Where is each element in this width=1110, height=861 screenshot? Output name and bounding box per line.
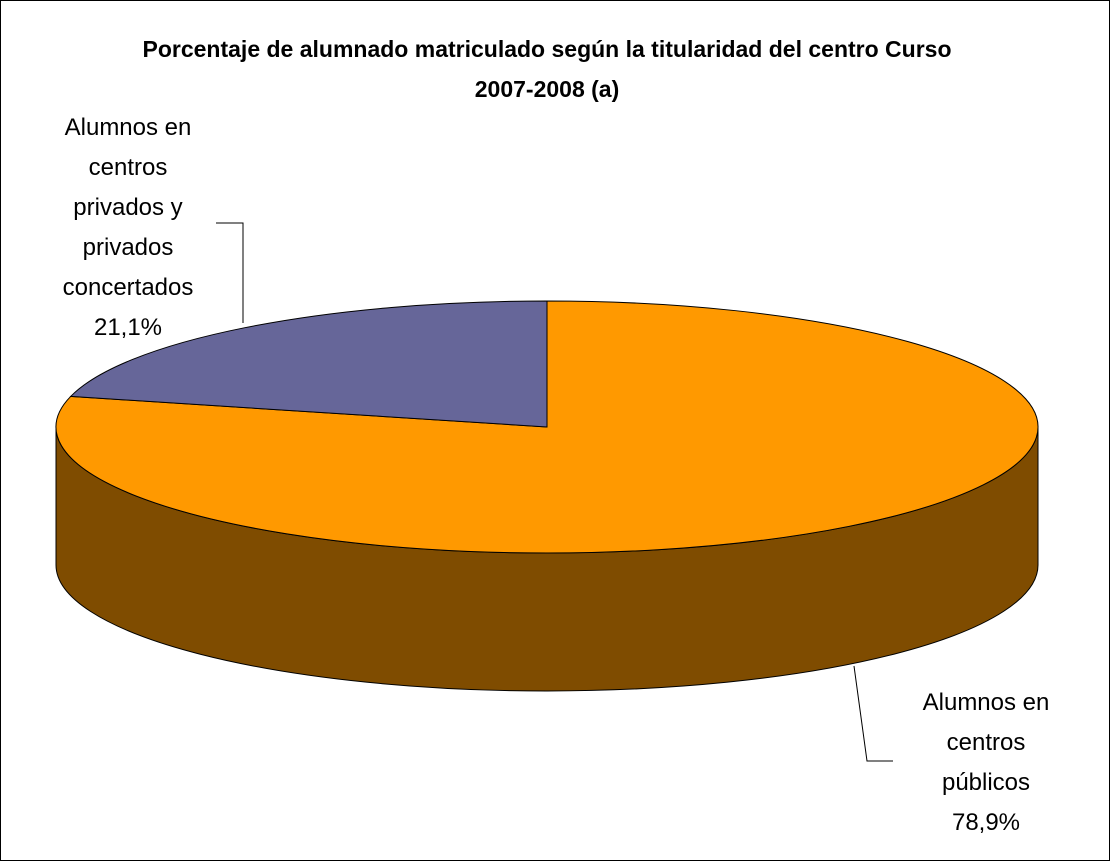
value-label: 21,1% xyxy=(93,314,163,341)
leader-line xyxy=(216,222,244,323)
leader-line xyxy=(853,665,893,762)
chart-title: Porcentaje de alumnado matriculado según… xyxy=(142,36,952,102)
pie-slice xyxy=(69,300,548,428)
slice-label: Alumnos en centros públicos 78,9% xyxy=(901,683,1071,843)
slice-label: Alumnos en centros privados y privados c… xyxy=(43,108,213,348)
value-label: 78,9% xyxy=(951,809,1021,836)
category-label: Alumnos en centros privados y privados c… xyxy=(62,114,194,301)
category-label: Alumnos en centros públicos xyxy=(922,689,1050,796)
